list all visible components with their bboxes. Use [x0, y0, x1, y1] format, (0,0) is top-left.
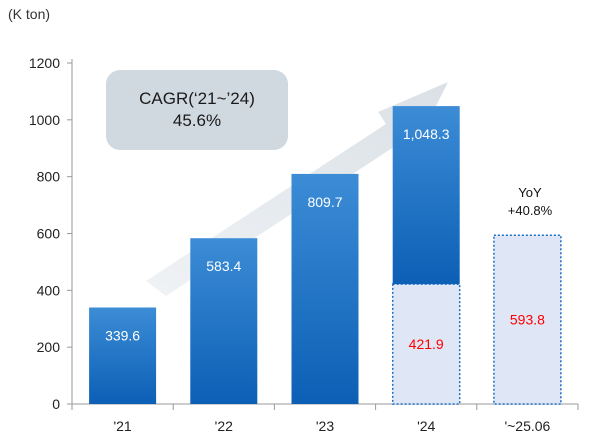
bar-annual-label: 1,048.3 — [403, 126, 450, 142]
x-category-label: '21 — [113, 418, 131, 434]
y-tick-label: 600 — [37, 226, 61, 242]
y-tick-label: 200 — [37, 339, 61, 355]
x-category-label: '~25.06 — [504, 418, 550, 434]
y-tick-label: 800 — [37, 169, 61, 185]
bar-half-year-label: 421.9 — [409, 336, 444, 352]
bar-annual — [89, 307, 157, 404]
yoy-annotation: YoY +40.8% — [490, 184, 570, 220]
x-category-label: '24 — [417, 418, 435, 434]
x-category-label: '23 — [316, 418, 334, 434]
bar-half-year — [391, 283, 461, 405]
cagr-title: CAGR(‘21~’24) — [139, 89, 255, 108]
bar-annual-label: 583.4 — [206, 258, 241, 274]
yoy-value: +40.8% — [507, 203, 553, 218]
bar-half-year-label: 593.8 — [510, 312, 545, 328]
bar-annual-label: 809.7 — [307, 194, 342, 210]
cagr-value: 45.6% — [172, 111, 222, 130]
bar-annual — [392, 106, 460, 285]
y-tick-label: 0 — [52, 396, 60, 412]
x-category-label: '22 — [215, 418, 233, 434]
y-tick-label: 1200 — [29, 55, 60, 71]
cagr-callout: CAGR(‘21~’24) 45.6% — [106, 70, 288, 150]
bar-half-year — [493, 234, 562, 405]
y-tick-label: 400 — [37, 282, 61, 298]
bar-annual — [291, 173, 359, 404]
y-tick-label: 1000 — [29, 112, 60, 128]
bar-annual — [190, 238, 258, 404]
yoy-title: YoY — [518, 185, 542, 200]
bar-annual-label: 339.6 — [105, 327, 140, 343]
unit-label: (K ton) — [8, 6, 51, 22]
